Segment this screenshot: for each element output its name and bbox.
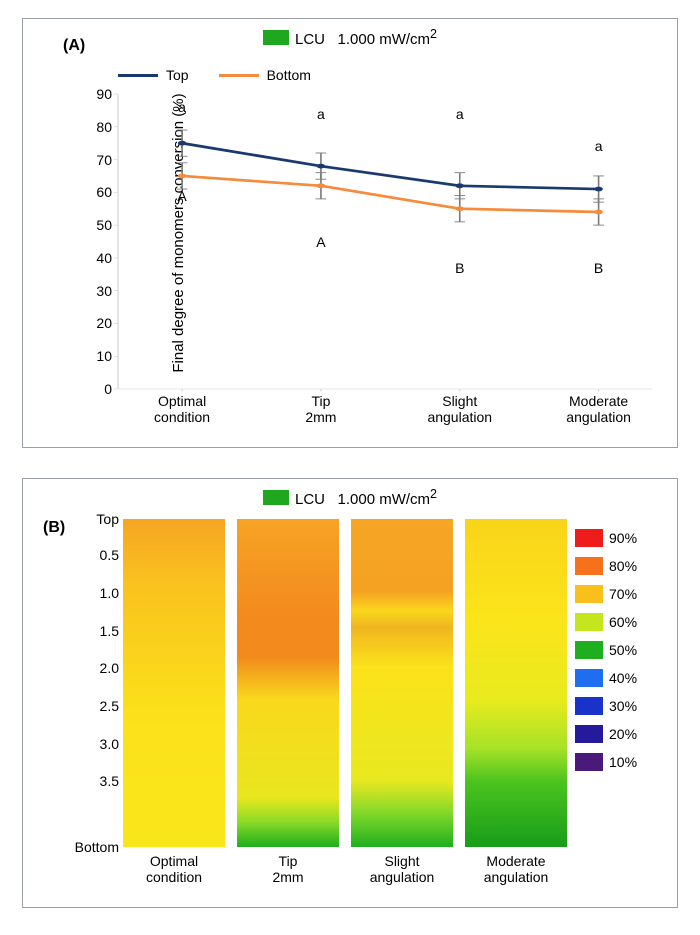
legend-swatch-icon (575, 613, 603, 631)
heatmap-legend-row: 30% (575, 697, 665, 715)
panel-a-y-tick: 10 (84, 348, 112, 364)
panel-a-annotation: A (316, 234, 325, 250)
panel-a-series-legend: Top Bottom (118, 67, 311, 83)
legend-label: 90% (609, 530, 637, 546)
legend-label: 70% (609, 586, 637, 602)
panel-a-annotation: a (456, 106, 464, 122)
panel-b-y-tick: 2.0 (29, 660, 119, 676)
panel-b-lcu-legend: LCU 1.000 mW/cm2 (23, 487, 677, 508)
legend-swatch-icon (575, 585, 603, 603)
panel-b-y-top: Top (29, 511, 119, 527)
heatmap-x-label: Moderate angulation (484, 853, 549, 885)
panel-b-y-axis: Top Bottom 0.51.01.52.02.53.03.5 (23, 519, 123, 847)
legend-label: 80% (609, 558, 637, 574)
panel-b-y-tick: 0.5 (29, 547, 119, 563)
panel-a-y-tick: 80 (84, 119, 112, 135)
legend-label-top: Top (166, 67, 189, 83)
panel-a-annotation: a (317, 106, 325, 122)
legend-swatch-icon (575, 753, 603, 771)
heatmap-x-label: Optimal condition (146, 853, 202, 885)
panel-a-y-tick: 30 (84, 283, 112, 299)
panel-a-annotation: B (455, 260, 464, 276)
heatmap-legend-row: 10% (575, 753, 665, 771)
legend-label: 50% (609, 642, 637, 658)
lcu-label: LCU 1.000 mW/cm2 (295, 27, 437, 48)
heatmap-column: Optimal condition (123, 519, 225, 847)
panel-a-annotation: A (177, 188, 186, 204)
panel-a-plot-area: 0102030405060708090Optimal conditionTip … (118, 94, 652, 389)
legend-label: 20% (609, 726, 637, 742)
legend-line-bottom-icon (219, 74, 259, 77)
lcu-swatch-icon (263, 30, 289, 45)
panel-a-annotation: a (178, 99, 186, 115)
legend-swatch-icon (575, 641, 603, 659)
panel-b-y-tick: 1.0 (29, 585, 119, 601)
legend-swatch-icon (575, 725, 603, 743)
lcu-label: LCU 1.000 mW/cm2 (295, 487, 437, 508)
panel-a-annotation: B (594, 260, 603, 276)
panel-b-y-tick: 1.5 (29, 623, 119, 639)
panel-a-svg (118, 94, 652, 389)
panel-b-legend: 90% 80% 70% 60% 50% 40% 30% 20% 10% (575, 529, 665, 781)
legend-label: 60% (609, 614, 637, 630)
panel-a: (A) LCU 1.000 mW/cm2 Top Bottom Final de… (22, 18, 678, 448)
legend-label: 10% (609, 754, 637, 770)
heatmap-legend-row: 80% (575, 557, 665, 575)
heatmap-legend-row: 20% (575, 725, 665, 743)
page: (A) LCU 1.000 mW/cm2 Top Bottom Final de… (0, 0, 700, 935)
legend-label: 30% (609, 698, 637, 714)
legend-line-top-icon (118, 74, 158, 77)
heatmap-column: Moderate angulation (465, 519, 567, 847)
panel-b-y-bottom: Bottom (29, 839, 119, 855)
heatmap-legend-row: 40% (575, 669, 665, 687)
heatmap-strip (237, 519, 339, 847)
panel-b-heatmap-body: Optimal conditionTip 2mmSlight angulatio… (123, 519, 567, 847)
panel-b-y-tick: 2.5 (29, 698, 119, 714)
panel-b-y-tick: 3.5 (29, 773, 119, 789)
panel-a-x-tick: Moderate angulation (566, 393, 631, 425)
panel-a-x-tick: Optimal condition (154, 393, 210, 425)
legend-swatch-icon (575, 557, 603, 575)
legend-label-bottom: Bottom (267, 67, 311, 83)
heatmap-x-label: Tip 2mm (272, 853, 303, 885)
panel-b-y-tick: 3.0 (29, 736, 119, 752)
panel-a-annotation: a (595, 138, 603, 154)
panel-a-y-tick: 90 (84, 86, 112, 102)
heatmap-legend-row: 50% (575, 641, 665, 659)
heatmap-column: Slight angulation (351, 519, 453, 847)
heatmap-strip (351, 519, 453, 847)
panel-a-x-tick: Slight angulation (427, 393, 492, 425)
heatmap-legend-row: 90% (575, 529, 665, 547)
legend-label: 40% (609, 670, 637, 686)
heatmap-x-label: Slight angulation (370, 853, 435, 885)
panel-a-y-tick: 0 (84, 381, 112, 397)
heatmap-strip (123, 519, 225, 847)
panel-a-y-tick: 40 (84, 250, 112, 266)
panel-a-lcu-legend: LCU 1.000 mW/cm2 (23, 27, 677, 48)
panel-a-x-tick: Tip 2mm (305, 393, 336, 425)
heatmap-strip (465, 519, 567, 847)
legend-swatch-icon (575, 529, 603, 547)
legend-swatch-icon (575, 697, 603, 715)
heatmap-legend-row: 60% (575, 613, 665, 631)
panel-b: LCU 1.000 mW/cm2 (B) Top Bottom 0.51.01.… (22, 478, 678, 908)
lcu-swatch-icon (263, 490, 289, 505)
heatmap-column: Tip 2mm (237, 519, 339, 847)
panel-a-y-tick: 50 (84, 217, 112, 233)
panel-a-y-tick: 20 (84, 315, 112, 331)
panel-a-y-tick: 70 (84, 152, 112, 168)
legend-swatch-icon (575, 669, 603, 687)
heatmap-legend-row: 70% (575, 585, 665, 603)
panel-a-y-tick: 60 (84, 184, 112, 200)
